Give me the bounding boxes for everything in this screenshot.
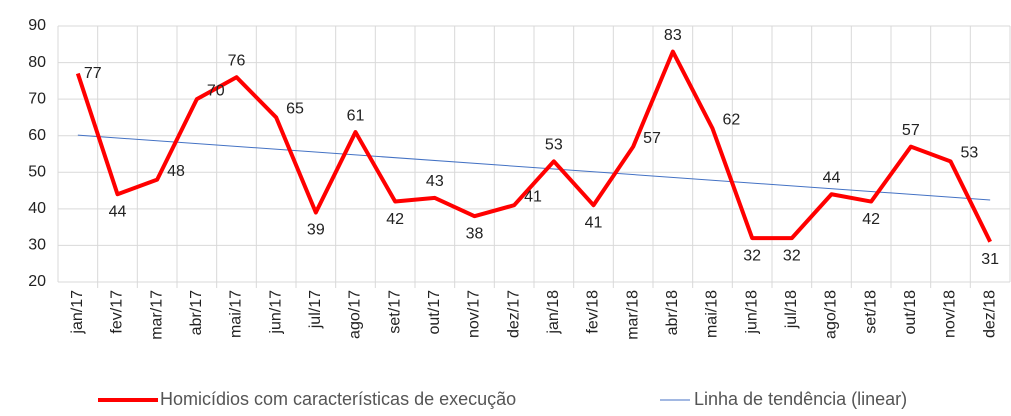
x-tick-label: ago/17 [347,290,364,339]
data-label: 53 [961,145,979,162]
x-tick-label: nov/17 [466,290,483,338]
data-label: 57 [643,130,661,147]
data-label: 44 [823,169,841,186]
y-tick-label: 40 [28,200,46,217]
x-tick-label: jul/17 [307,290,324,329]
x-tick-label: dez/18 [981,290,998,338]
data-label: 48 [167,163,185,180]
data-label: 41 [524,188,542,205]
x-tick-label: fev/17 [109,290,126,334]
y-tick-label: 70 [28,90,46,107]
data-label: 42 [862,211,880,228]
data-label: 76 [228,52,246,69]
trend-line [77,134,991,201]
x-tick-label: ago/18 [823,290,840,339]
x-tick-label: jun/18 [743,290,760,335]
legend-label: Homicídios com características de execuç… [160,389,516,409]
y-tick-label: 50 [28,164,46,181]
y-tick-label: 80 [28,54,46,71]
x-tick-label: abr/18 [664,290,681,335]
data-label: 83 [664,27,682,44]
data-label: 42 [386,211,404,228]
data-label: 61 [347,107,365,124]
x-tick-label: nov/18 [942,290,959,338]
data-label: 32 [783,247,801,264]
x-tick-label: jun/17 [267,290,284,335]
x-tick-label: mar/18 [624,290,641,340]
data-label: 38 [466,225,484,242]
x-tick-label: jul/18 [783,290,800,329]
y-tick-label: 30 [28,237,46,254]
data-label: 57 [902,122,920,139]
data-label: 41 [585,214,603,231]
x-tick-label: abr/17 [188,290,205,335]
x-tick-label: jan/17 [69,290,86,335]
data-label: 65 [286,101,304,118]
data-label: 32 [743,247,761,264]
x-tick-label: fev/18 [585,290,602,334]
data-label: 31 [981,251,999,268]
x-tick-label: dez/17 [505,290,522,338]
data-line [75,49,992,243]
y-tick-label: 90 [28,17,46,34]
data-label: 43 [426,173,444,190]
data-label: 62 [723,112,741,129]
data-label: 53 [545,137,563,154]
y-tick-label: 60 [28,127,46,144]
data-label: 44 [109,203,127,220]
data-label: 39 [307,222,325,239]
x-tick-label: mai/17 [228,290,245,338]
x-tick-label: set/18 [862,290,879,334]
x-tick-label: set/17 [386,290,403,334]
x-tick-label: jan/18 [545,290,562,335]
legend-label: Linha de tendência (linear) [694,389,907,409]
x-tick-label: mai/18 [704,290,721,338]
y-tick-label: 20 [28,273,46,290]
data-label: 77 [84,65,102,82]
x-tick-label: out/17 [426,290,443,335]
data-label: 70 [207,82,225,99]
x-tick-label: mar/17 [148,290,165,340]
x-tick-label: out/18 [902,290,919,335]
